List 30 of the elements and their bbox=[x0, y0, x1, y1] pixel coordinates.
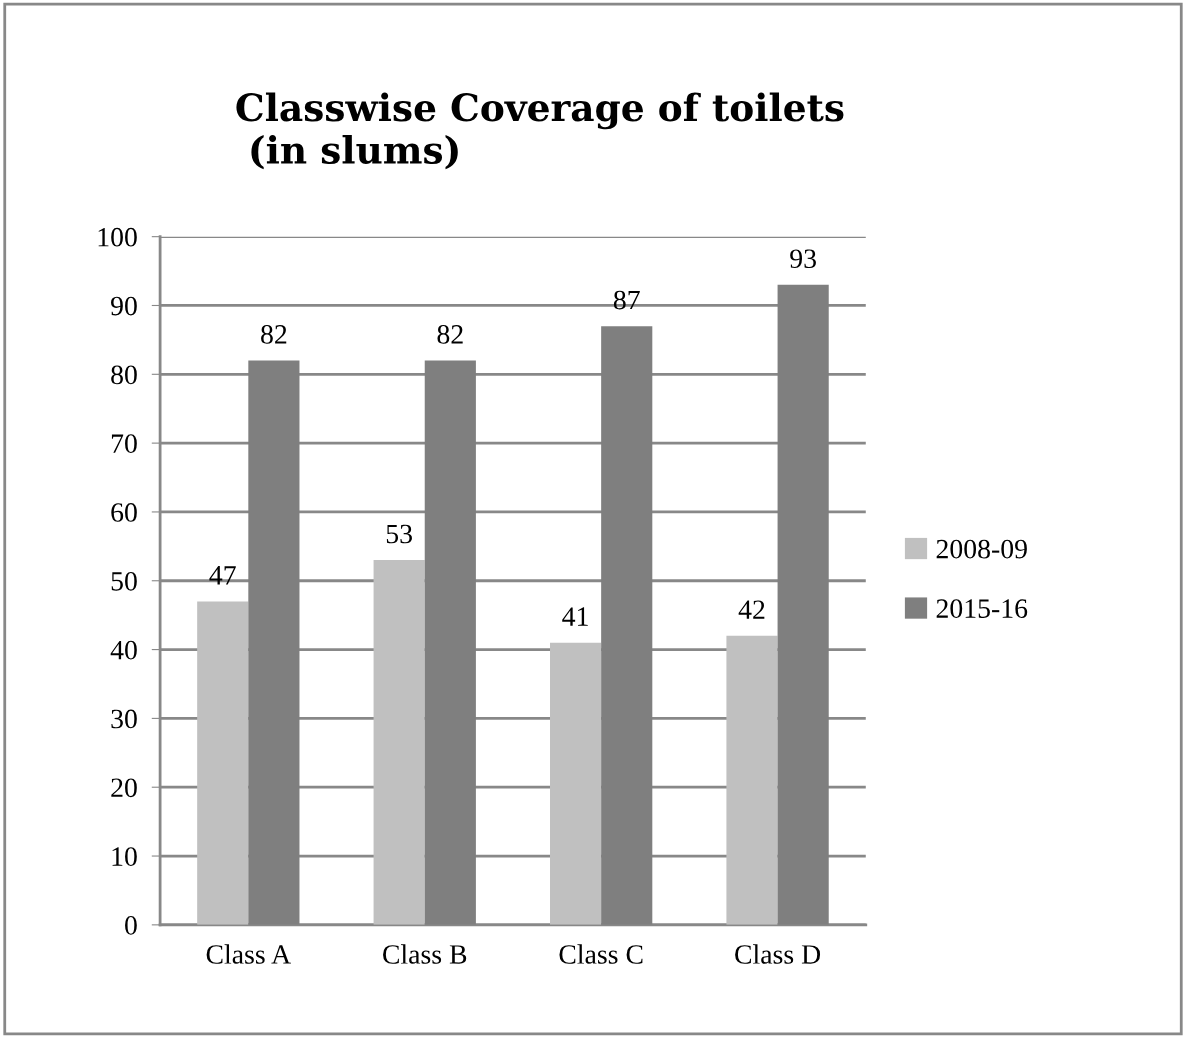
data-label: 82 bbox=[261, 325, 287, 344]
x-tick-label: Class A bbox=[206, 944, 291, 964]
data-label: 41 bbox=[562, 607, 588, 626]
bar bbox=[197, 601, 249, 925]
legend-label: 2015-16 bbox=[936, 599, 1028, 618]
bar bbox=[549, 642, 602, 925]
x-tick-label: Class D bbox=[735, 944, 821, 964]
y-tick-label: 70 bbox=[111, 434, 137, 454]
y-tick-label: 40 bbox=[110, 640, 137, 660]
y-tick-label: 50 bbox=[111, 571, 137, 591]
y-tick-label: 60 bbox=[111, 503, 137, 522]
y-tick-label: 0 bbox=[125, 916, 137, 935]
bar bbox=[726, 635, 778, 925]
y-tick-label: 30 bbox=[111, 709, 137, 729]
data-label: 82 bbox=[437, 325, 463, 344]
x-tick-label: Class C bbox=[559, 944, 643, 964]
y-tick-label: 10 bbox=[112, 847, 137, 866]
data-label: 42 bbox=[738, 600, 765, 619]
bar bbox=[373, 560, 425, 925]
y-tick-label: 100 bbox=[98, 227, 137, 247]
y-tick-label: 90 bbox=[111, 296, 137, 316]
data-label: 53 bbox=[386, 524, 412, 544]
x-tick-label: Class B bbox=[383, 944, 467, 964]
data-label: 47 bbox=[209, 566, 236, 585]
data-label: 87 bbox=[613, 290, 640, 310]
legend-label: 2008-09 bbox=[936, 539, 1027, 559]
y-tick-label: 80 bbox=[111, 365, 137, 385]
chart-title: Classwise Coverage of toilets (in slums) bbox=[236, 92, 844, 170]
data-label: 93 bbox=[790, 249, 816, 269]
y-tick-label: 20 bbox=[111, 778, 137, 798]
